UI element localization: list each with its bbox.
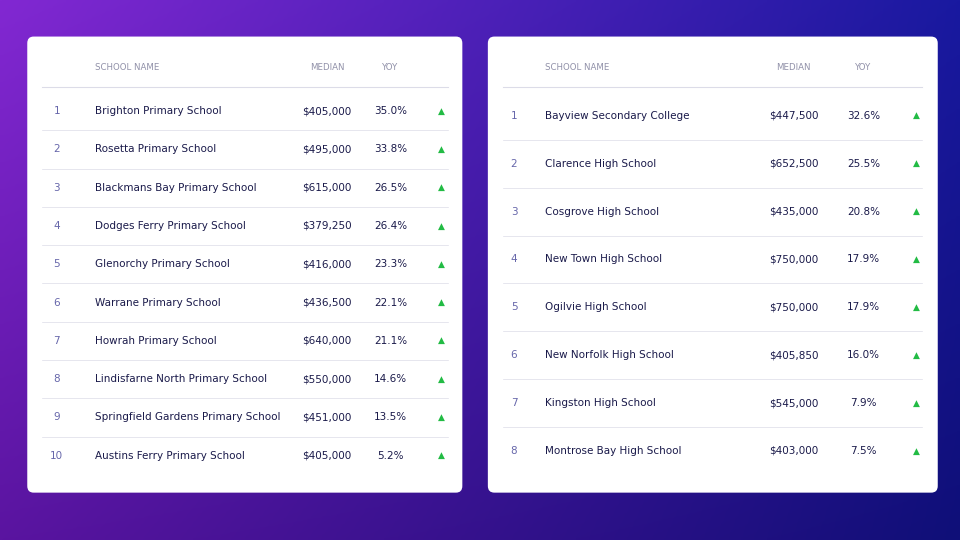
Text: $405,850: $405,850 [769,350,818,360]
Text: 23.3%: 23.3% [374,259,407,269]
Text: Cosgrove High School: Cosgrove High School [544,207,659,217]
Text: ▲: ▲ [438,451,444,460]
Text: 26.5%: 26.5% [374,183,407,193]
Text: 7.9%: 7.9% [851,398,876,408]
Text: $750,000: $750,000 [769,302,818,312]
Text: MEDIAN: MEDIAN [777,63,811,72]
Text: ▲: ▲ [912,207,920,216]
Text: 25.5%: 25.5% [847,159,880,168]
Text: ▲: ▲ [438,106,444,116]
Text: 5: 5 [54,259,60,269]
Text: $652,500: $652,500 [769,159,818,168]
Text: $416,000: $416,000 [302,259,352,269]
Text: Bayview Secondary College: Bayview Secondary College [544,111,689,121]
Text: 4: 4 [54,221,60,231]
Text: Clarence High School: Clarence High School [544,159,656,168]
Text: YOY: YOY [855,63,872,72]
Text: 16.0%: 16.0% [847,350,880,360]
Text: ▲: ▲ [912,303,920,312]
Text: $615,000: $615,000 [302,183,352,193]
Text: $550,000: $550,000 [302,374,351,384]
Text: ▲: ▲ [438,145,444,154]
Text: SCHOOL NAME: SCHOOL NAME [544,63,609,72]
Text: Brighton Primary School: Brighton Primary School [95,106,222,116]
Text: Dodges Ferry Primary School: Dodges Ferry Primary School [95,221,246,231]
Text: 33.8%: 33.8% [374,144,407,154]
Text: 8: 8 [511,446,517,456]
Text: 20.8%: 20.8% [847,207,880,217]
Text: 7.5%: 7.5% [851,446,876,456]
Text: 7: 7 [54,336,60,346]
Text: Warrane Primary School: Warrane Primary School [95,298,221,308]
Text: ▲: ▲ [438,221,444,231]
Text: ▲: ▲ [438,260,444,269]
Text: $495,000: $495,000 [302,144,352,154]
Text: ▲: ▲ [912,399,920,408]
Text: $405,000: $405,000 [302,451,351,461]
Text: 13.5%: 13.5% [374,413,407,422]
Text: 5: 5 [511,302,517,312]
Text: 2: 2 [511,159,517,168]
Text: Springfield Gardens Primary School: Springfield Gardens Primary School [95,413,280,422]
Text: Glenorchy Primary School: Glenorchy Primary School [95,259,229,269]
Text: $405,000: $405,000 [302,106,351,116]
Text: 26.4%: 26.4% [374,221,407,231]
Text: ▲: ▲ [912,159,920,168]
Text: $640,000: $640,000 [302,336,351,346]
Text: Montrose Bay High School: Montrose Bay High School [544,446,682,456]
Text: 22.1%: 22.1% [374,298,407,308]
Text: 14.6%: 14.6% [374,374,407,384]
Text: 2: 2 [54,144,60,154]
Text: 9: 9 [54,413,60,422]
Text: $403,000: $403,000 [769,446,818,456]
Text: ▲: ▲ [438,375,444,384]
Text: 17.9%: 17.9% [847,254,880,265]
Text: 7: 7 [511,398,517,408]
Text: $447,500: $447,500 [769,111,818,121]
Text: 17.9%: 17.9% [847,302,880,312]
FancyBboxPatch shape [27,37,463,492]
Text: $451,000: $451,000 [302,413,352,422]
Text: $379,250: $379,250 [302,221,352,231]
Text: 1: 1 [54,106,60,116]
Text: 6: 6 [511,350,517,360]
Text: SCHOOL NAME: SCHOOL NAME [95,63,159,72]
Text: Rosetta Primary School: Rosetta Primary School [95,144,216,154]
Text: New Norfolk High School: New Norfolk High School [544,350,674,360]
Text: Austins Ferry Primary School: Austins Ferry Primary School [95,451,245,461]
Text: ▲: ▲ [438,298,444,307]
Text: MEDIAN: MEDIAN [310,63,345,72]
Text: Ogilvie High School: Ogilvie High School [544,302,646,312]
Text: $750,000: $750,000 [769,254,818,265]
Text: $436,500: $436,500 [302,298,352,308]
Text: YOY: YOY [382,63,398,72]
Text: $435,000: $435,000 [769,207,818,217]
Text: 10: 10 [50,451,63,461]
Text: 8: 8 [54,374,60,384]
Text: 21.1%: 21.1% [374,336,407,346]
Text: 3: 3 [54,183,60,193]
Text: 4: 4 [511,254,517,265]
Text: ▲: ▲ [912,255,920,264]
Text: ▲: ▲ [912,351,920,360]
Text: ▲: ▲ [438,183,444,192]
FancyBboxPatch shape [488,37,938,492]
Text: Kingston High School: Kingston High School [544,398,656,408]
Text: Lindisfarne North Primary School: Lindisfarne North Primary School [95,374,267,384]
Text: ▲: ▲ [438,413,444,422]
Text: Blackmans Bay Primary School: Blackmans Bay Primary School [95,183,256,193]
Text: 32.6%: 32.6% [847,111,880,121]
Text: 3: 3 [511,207,517,217]
Text: New Town High School: New Town High School [544,254,661,265]
Text: 6: 6 [54,298,60,308]
Text: 5.2%: 5.2% [377,451,404,461]
Text: 1: 1 [511,111,517,121]
Text: $545,000: $545,000 [769,398,818,408]
Text: ▲: ▲ [912,111,920,120]
Text: ▲: ▲ [912,447,920,456]
Text: Howrah Primary School: Howrah Primary School [95,336,217,346]
Text: 35.0%: 35.0% [374,106,407,116]
Text: ▲: ▲ [438,336,444,346]
